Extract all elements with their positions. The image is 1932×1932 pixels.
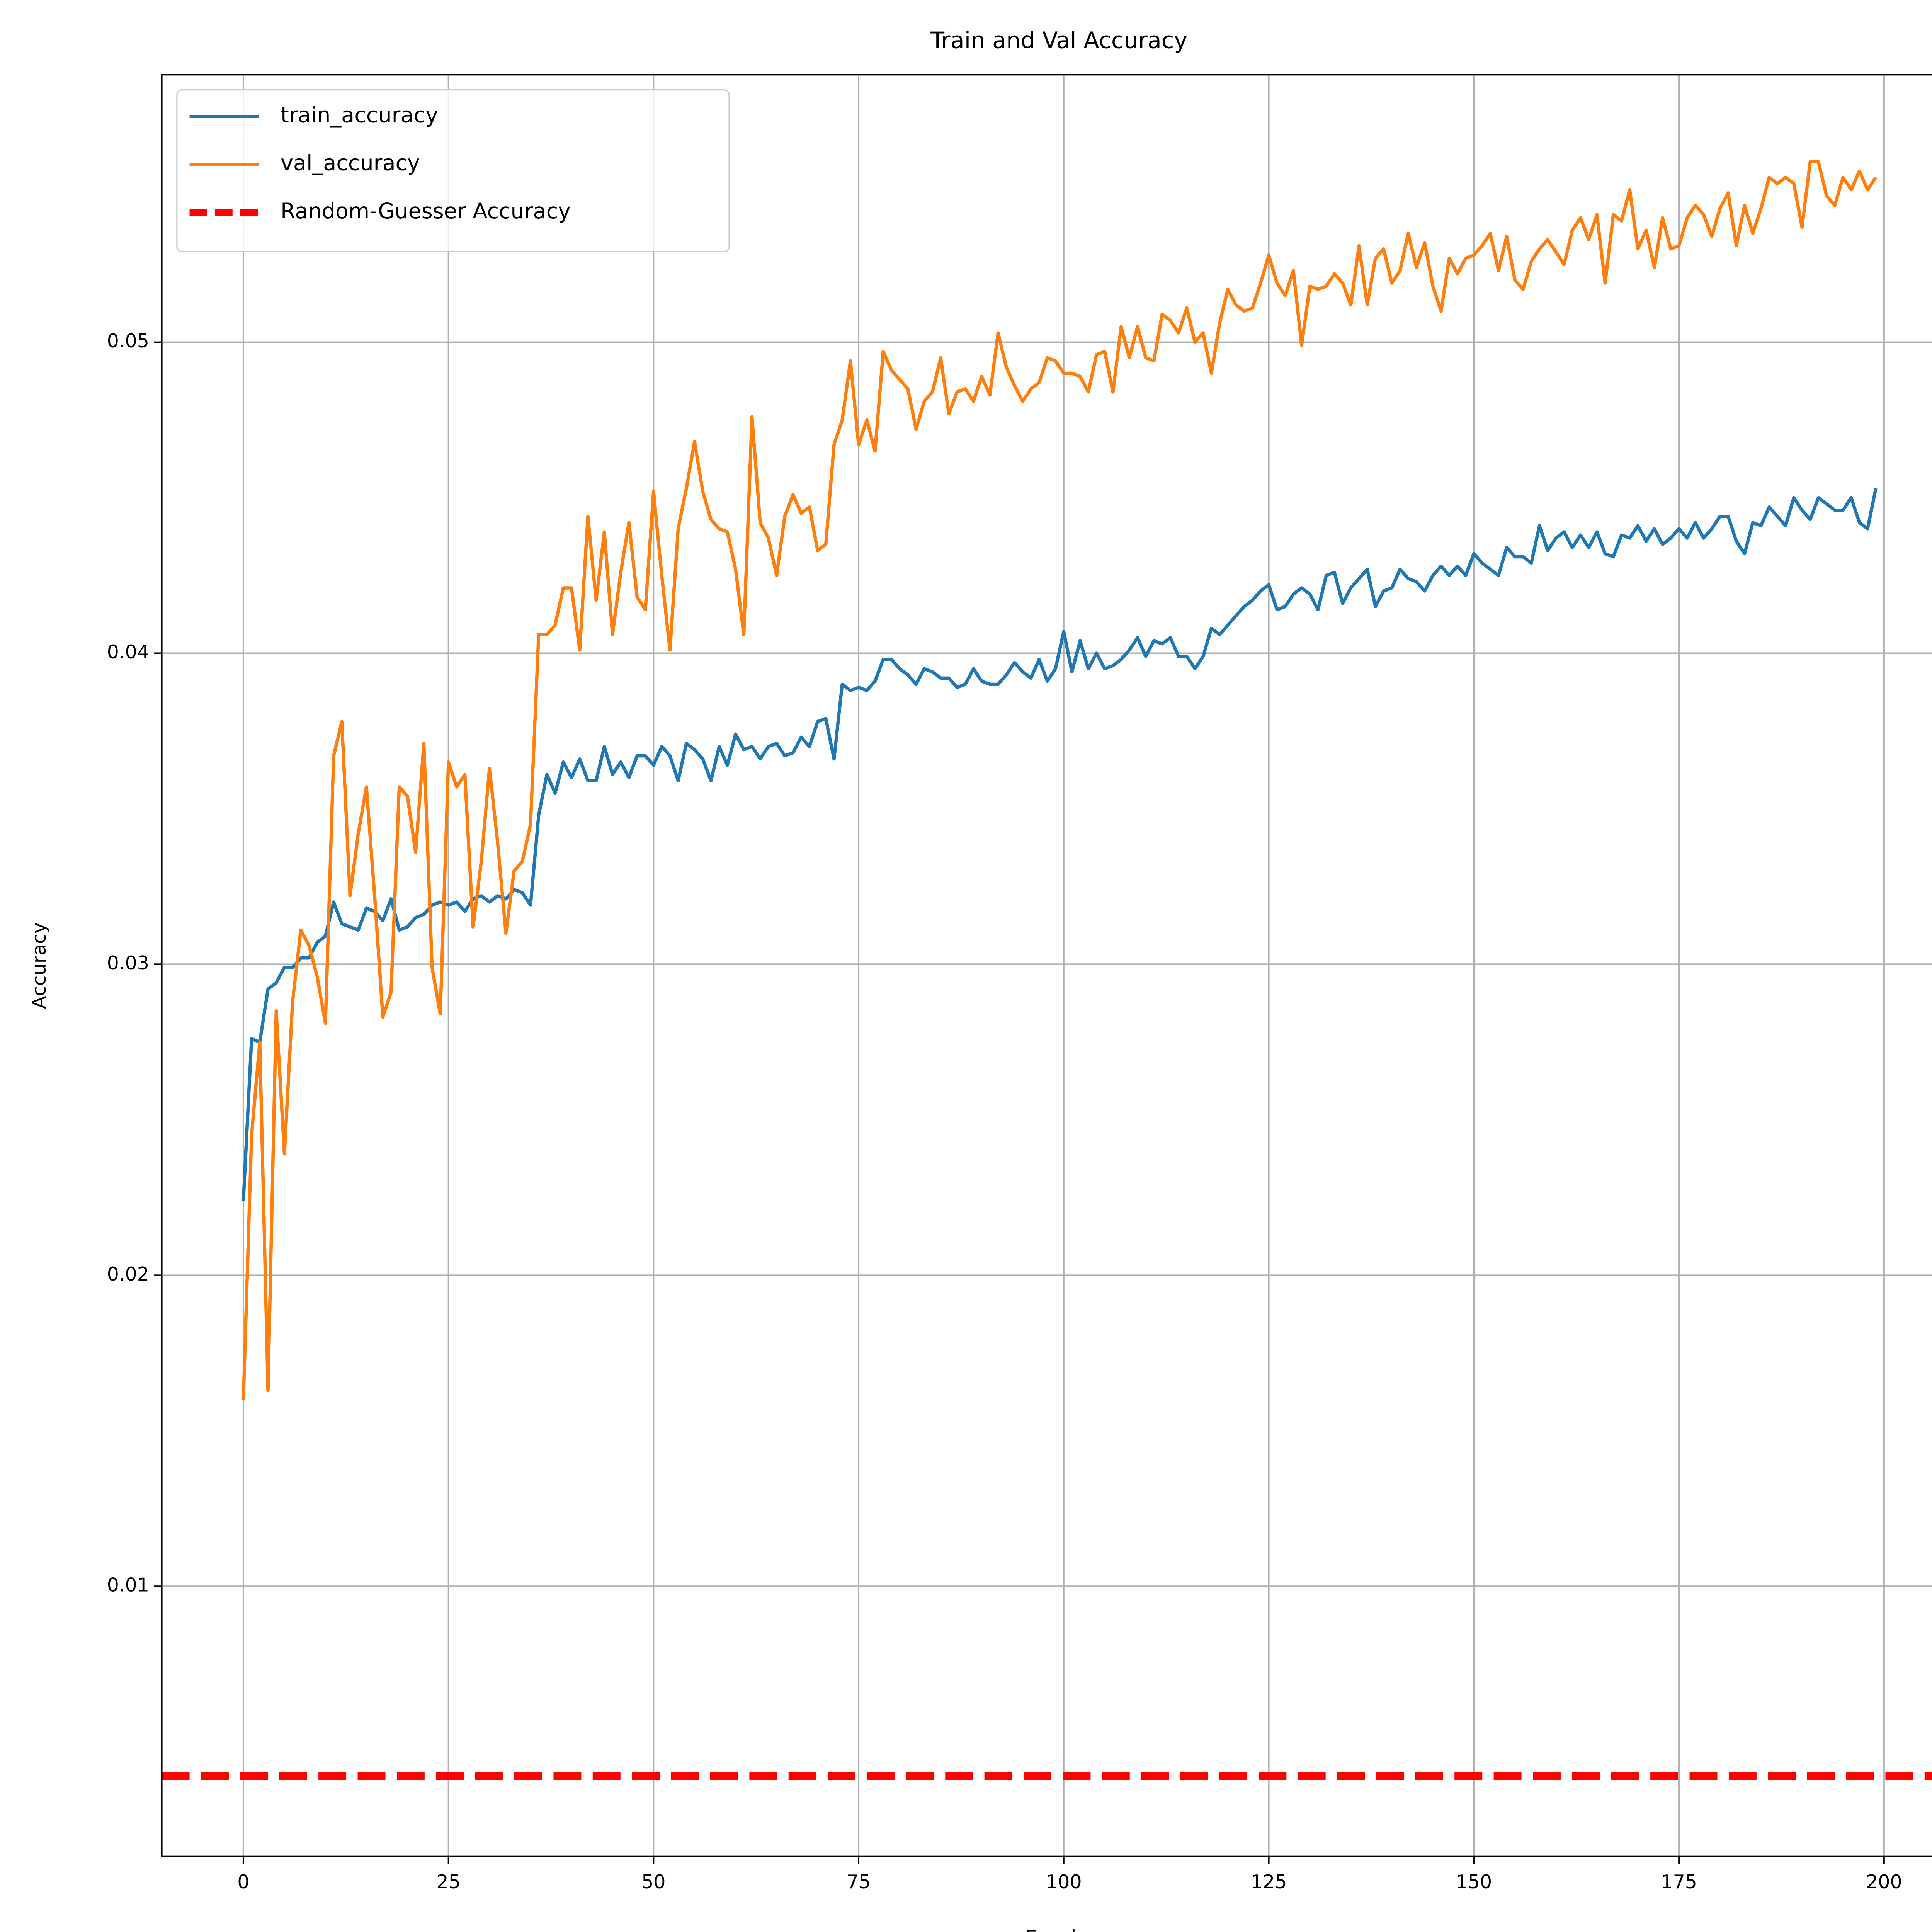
x-tick-label: 200 (1866, 1871, 1902, 1893)
y-tick-label: 0.02 (107, 1263, 149, 1285)
x-tick-label: 175 (1661, 1871, 1697, 1893)
x-tick-label: 100 (1046, 1871, 1082, 1893)
x-axis-label: Epochs (1025, 1926, 1093, 1932)
x-tick-label: 150 (1456, 1871, 1492, 1893)
y-tick-label: 0.01 (107, 1574, 149, 1596)
line-series (242, 488, 1878, 1201)
line-series (242, 160, 1878, 1400)
legend-box (176, 89, 730, 252)
y-tick-label: 0.03 (107, 952, 149, 974)
legend-label: val_accuracy (281, 151, 420, 176)
plot-frame (161, 74, 1932, 1857)
y-tick-label: 0.05 (107, 330, 149, 352)
x-tick-label: 50 (641, 1871, 665, 1893)
x-tick-label: 25 (436, 1871, 460, 1893)
legend-label: Random-Guesser Accuracy (281, 199, 571, 224)
x-tick-label: 0 (237, 1871, 249, 1893)
x-tick-label: 75 (847, 1871, 871, 1893)
legend-label: train_accuracy (281, 102, 438, 128)
chart-title: Train and Val Accuracy (930, 27, 1187, 53)
y-axis-label: Accuracy (28, 922, 50, 1009)
x-tick-label: 125 (1251, 1871, 1287, 1893)
y-tick-label: 0.04 (107, 641, 149, 663)
